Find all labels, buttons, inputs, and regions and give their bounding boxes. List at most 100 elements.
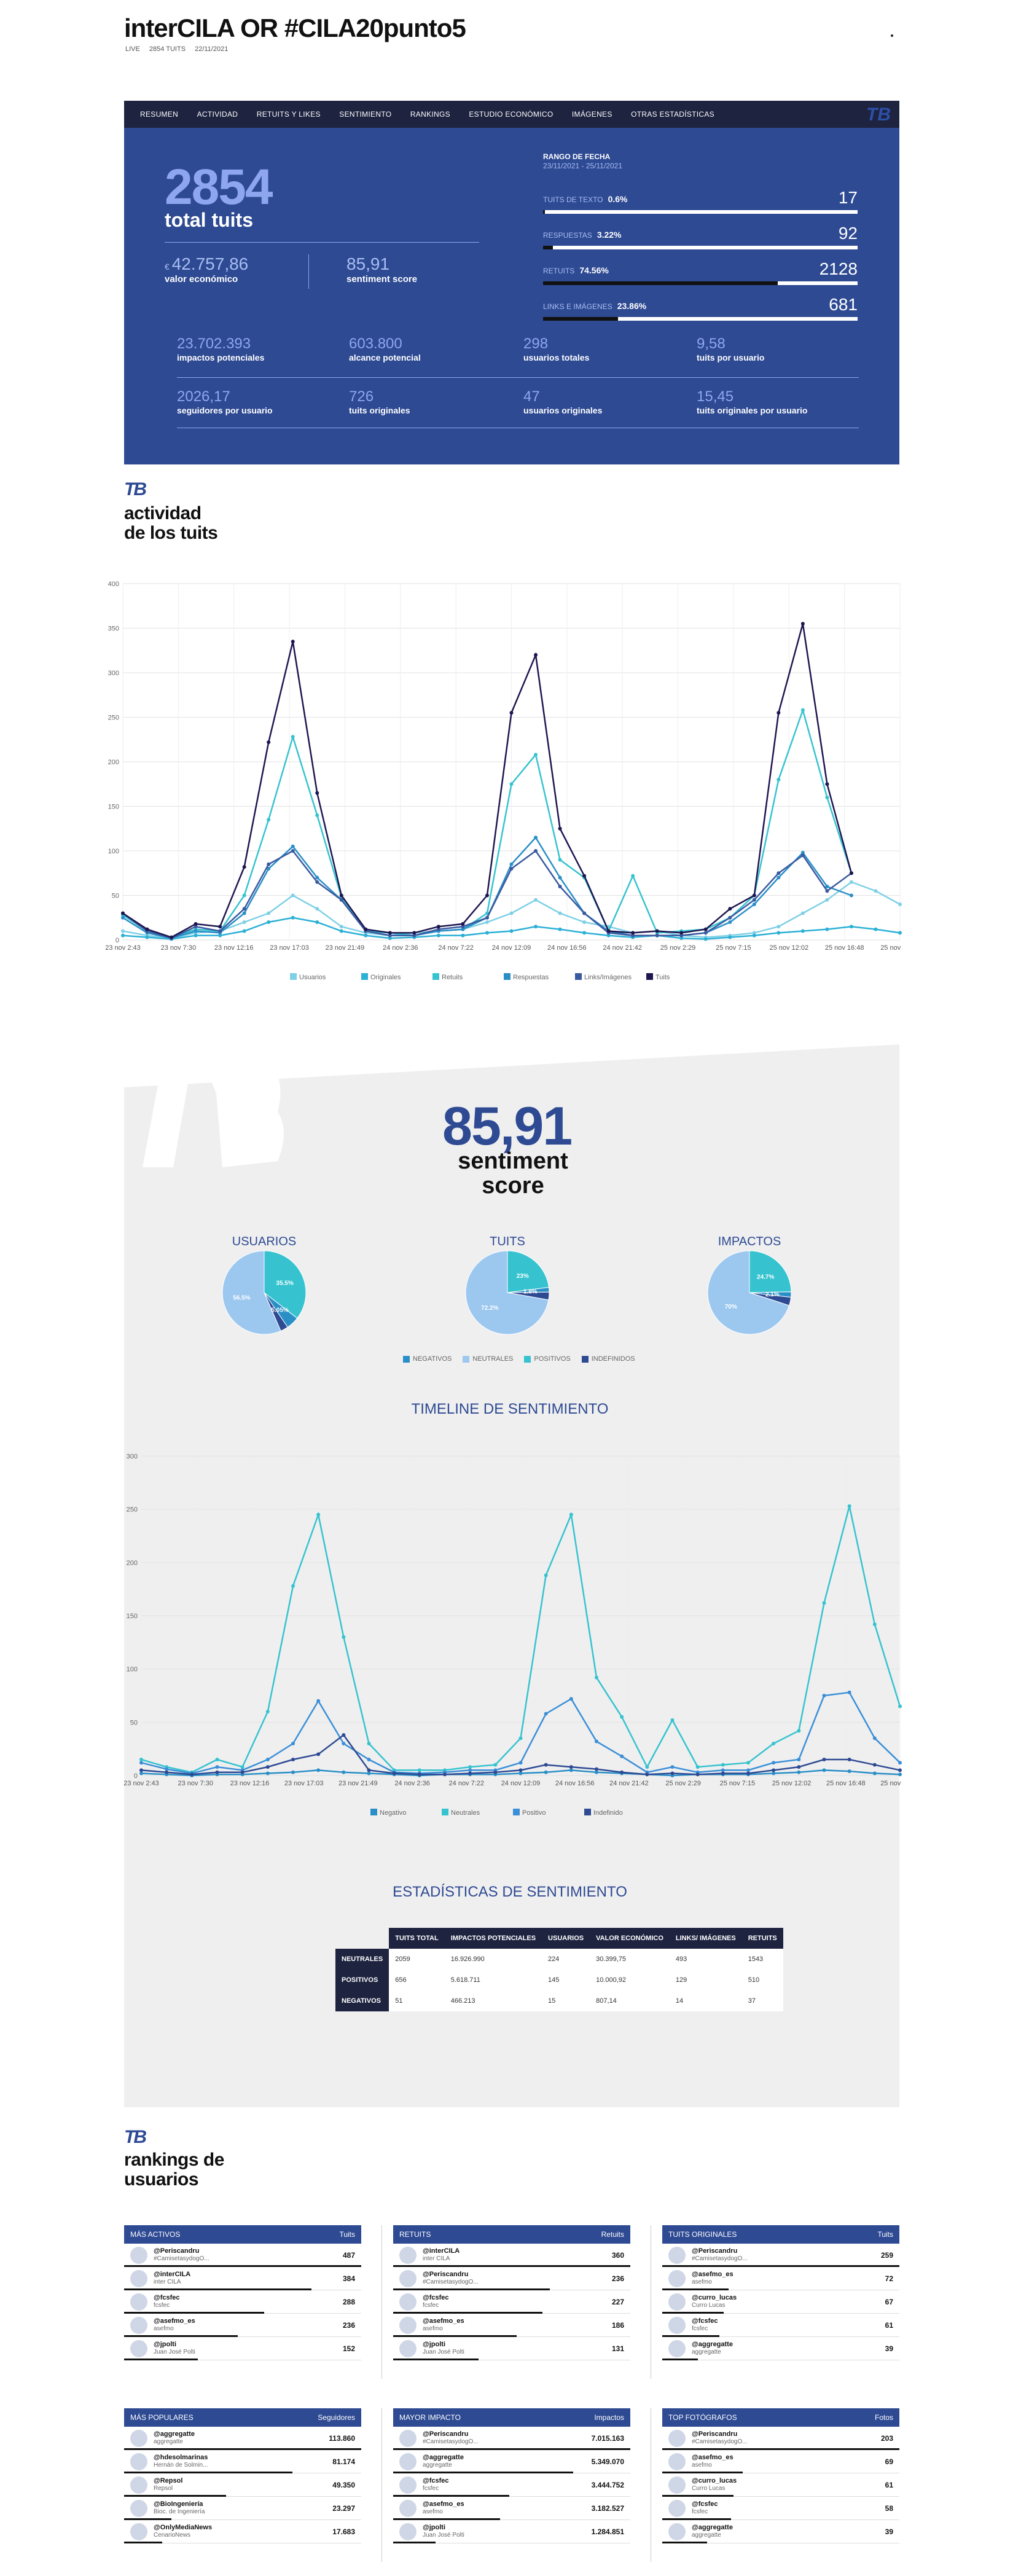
avatar[interactable] (399, 2339, 417, 2357)
user-handle[interactable]: @fcsfec (423, 2294, 449, 2301)
avatar[interactable] (668, 2476, 686, 2494)
user-handle[interactable]: @interCILA (154, 2271, 191, 2278)
user-handle[interactable]: @asefmo_es (423, 2317, 464, 2325)
avatar[interactable] (668, 2269, 686, 2287)
list-item[interactable]: @fcsfec fcsfec 3.444.752 (393, 2473, 630, 2497)
list-item[interactable]: @asefmo_es asefmo 69 (662, 2450, 899, 2473)
nav-imagenes[interactable]: IMÁGENES (571, 110, 612, 119)
menu-dot-icon[interactable] (891, 34, 893, 37)
user-handle[interactable]: @jpolti (423, 2341, 445, 2348)
list-item[interactable]: @Periscandru #CamisetasydogO... 203 (662, 2427, 899, 2450)
avatar[interactable] (130, 2316, 147, 2334)
avatar[interactable] (668, 2523, 686, 2540)
avatar[interactable] (130, 2453, 147, 2470)
user-handle[interactable]: @aggregatte (692, 2524, 733, 2531)
user-handle[interactable]: @fcsfec (423, 2477, 449, 2484)
user-handle[interactable]: @aggregatte (154, 2430, 195, 2438)
user-handle[interactable]: @OnlyMediaNews (154, 2524, 213, 2531)
nav-actividad[interactable]: ACTIVIDAD (197, 110, 238, 119)
avatar[interactable] (130, 2476, 147, 2494)
user-handle[interactable]: @asefmo_es (692, 2271, 733, 2278)
list-item[interactable]: @jpolti Juan José Polti 1.284.851 (393, 2520, 630, 2543)
list-item[interactable]: @jpolti Juan José Polti 152 (124, 2337, 361, 2360)
avatar[interactable] (399, 2316, 417, 2334)
list-item[interactable]: @aggregatte aggregatte 5.349.070 (393, 2450, 630, 2473)
user-handle[interactable]: @fcsfec (692, 2500, 718, 2508)
user-handle[interactable]: @asefmo_es (423, 2500, 464, 2508)
avatar[interactable] (399, 2453, 417, 2470)
list-item[interactable]: @OnlyMediaNews CenarioNews 17.683 (124, 2520, 361, 2543)
list-item[interactable]: @jpolti Juan José Polti 131 (393, 2337, 630, 2360)
avatar[interactable] (130, 2523, 147, 2540)
avatar[interactable] (130, 2293, 147, 2311)
list-item[interactable]: @hdesolmarinas Hernán de Solmin... 81.17… (124, 2450, 361, 2473)
list-item[interactable]: @BioIngeniería Bioc. de Ingeniería 23.29… (124, 2497, 361, 2520)
avatar[interactable] (668, 2293, 686, 2311)
user-handle[interactable]: @Periscandru (692, 2430, 738, 2438)
user-handle[interactable]: @asefmo_es (154, 2317, 195, 2325)
avatar[interactable] (668, 2429, 686, 2447)
list-item[interactable]: @aggregatte aggregatte 39 (662, 2520, 899, 2543)
user-handle[interactable]: @curro_lucas (692, 2294, 737, 2301)
nav-sentimiento[interactable]: SENTIMIENTO (339, 110, 392, 119)
avatar[interactable] (668, 2339, 686, 2357)
user-handle[interactable]: @BioIngeniería (154, 2500, 203, 2508)
avatar[interactable] (668, 2246, 686, 2264)
avatar[interactable] (668, 2453, 686, 2470)
user-handle[interactable]: @jpolti (154, 2341, 176, 2348)
avatar[interactable] (130, 2339, 147, 2357)
user-handle[interactable]: @aggregatte (692, 2341, 733, 2348)
list-item[interactable]: @asefmo_es asefmo 3.182.527 (393, 2497, 630, 2520)
user-handle[interactable]: @Periscandru (692, 2247, 738, 2255)
user-name: aggregatte (423, 2462, 452, 2468)
user-handle[interactable]: @jpolti (423, 2524, 445, 2531)
nav-rankings[interactable]: RANKINGS (410, 110, 450, 119)
nav-estudio[interactable]: ESTUDIO ECONÓMICO (469, 110, 554, 119)
list-item[interactable]: @Periscandru #CamisetasydogO... 487 (124, 2244, 361, 2267)
avatar[interactable] (399, 2293, 417, 2311)
user-handle[interactable]: @Periscandru (423, 2271, 469, 2278)
avatar[interactable] (399, 2246, 417, 2264)
avatar[interactable] (130, 2246, 147, 2264)
user-handle[interactable]: @hdesolmarinas (154, 2454, 208, 2461)
list-item[interactable]: @fcsfec fcsfec 61 (662, 2314, 899, 2337)
user-handle[interactable]: @fcsfec (154, 2294, 180, 2301)
user-handle[interactable]: @aggregatte (423, 2454, 464, 2461)
list-item[interactable]: @Repsol Repsol 49.350 (124, 2473, 361, 2497)
list-item[interactable]: @fcsfec fcsfec 58 (662, 2497, 899, 2520)
user-handle[interactable]: @fcsfec (692, 2317, 718, 2325)
avatar[interactable] (399, 2476, 417, 2494)
avatar[interactable] (399, 2429, 417, 2447)
user-handle[interactable]: @interCILA (423, 2247, 460, 2255)
list-item[interactable]: @Periscandru #CamisetasydogO... 7.015.16… (393, 2427, 630, 2450)
list-item[interactable]: @asefmo_es asefmo 236 (124, 2314, 361, 2337)
nav-otras[interactable]: OTRAS ESTADÍSTICAS (631, 110, 714, 119)
list-item[interactable]: @Periscandru #CamisetasydogO... 259 (662, 2244, 899, 2267)
user-handle[interactable]: @Repsol (154, 2477, 183, 2484)
list-item[interactable]: @curro_lucas Curro Lucas 67 (662, 2290, 899, 2314)
list-item[interactable]: @interCILA inter CILA 384 (124, 2267, 361, 2290)
list-item[interactable]: @interCILA inter CILA 360 (393, 2244, 630, 2267)
user-handle[interactable]: @Periscandru (154, 2247, 200, 2255)
list-item[interactable]: @curro_lucas Curro Lucas 61 (662, 2473, 899, 2497)
avatar[interactable] (399, 2523, 417, 2540)
nav-retuits[interactable]: RETUITS Y LIKES (256, 110, 321, 119)
list-item[interactable]: @aggregatte aggregatte 39 (662, 2337, 899, 2360)
avatar[interactable] (399, 2269, 417, 2287)
avatar[interactable] (668, 2499, 686, 2517)
user-handle[interactable]: @asefmo_es (692, 2454, 733, 2461)
avatar[interactable] (130, 2429, 147, 2447)
list-item[interactable]: @aggregatte aggregatte 113.860 (124, 2427, 361, 2450)
user-handle[interactable]: @Periscandru (423, 2430, 469, 2438)
avatar[interactable] (130, 2269, 147, 2287)
avatar[interactable] (399, 2499, 417, 2517)
avatar[interactable] (130, 2499, 147, 2517)
list-item[interactable]: @fcsfec fcsfec 288 (124, 2290, 361, 2314)
avatar[interactable] (668, 2316, 686, 2334)
list-item[interactable]: @asefmo_es asefmo 186 (393, 2314, 630, 2337)
user-handle[interactable]: @curro_lucas (692, 2477, 737, 2484)
list-item[interactable]: @asefmo_es asefmo 72 (662, 2267, 899, 2290)
nav-resumen[interactable]: RESUMEN (140, 110, 179, 119)
list-item[interactable]: @Periscandru #CamisetasydogO... 236 (393, 2267, 630, 2290)
list-item[interactable]: @fcsfec fcsfec 227 (393, 2290, 630, 2314)
